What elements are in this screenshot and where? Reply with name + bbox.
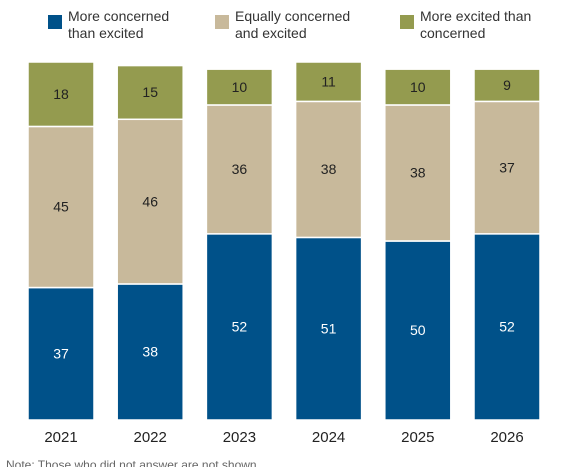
value-label: 38 [321, 161, 337, 177]
value-label: 37 [53, 345, 69, 361]
value-label: 45 [53, 199, 69, 215]
legend-item: More concerned than excited [48, 8, 188, 42]
bar-segment [384, 68, 452, 106]
value-label: 10 [410, 79, 426, 95]
bar-segment [294, 236, 363, 421]
bar-segment [116, 283, 184, 421]
legend-label: More concerned than excited [68, 8, 170, 41]
legend-item: Equally concerned and excited [215, 8, 375, 42]
value-label: 52 [232, 319, 248, 335]
value-label: 18 [53, 86, 69, 102]
x-tick-label: 2024 [312, 429, 345, 446]
bar-segment [384, 240, 452, 421]
value-label: 50 [410, 322, 426, 338]
x-tick-label: 2025 [401, 429, 434, 446]
value-label: 10 [232, 79, 248, 95]
value-label: 52 [499, 319, 515, 335]
bar-segment [116, 64, 184, 121]
bar-segment [116, 118, 184, 285]
x-tick-label: 2023 [223, 429, 256, 446]
bar-segment [205, 104, 274, 235]
bar-segment [294, 100, 363, 239]
note: Note: Those who did not answer are not s… [6, 458, 260, 467]
bar-segment [294, 61, 363, 103]
value-label: 38 [142, 344, 158, 360]
value-label: 36 [232, 161, 248, 177]
bar-segment [473, 68, 541, 103]
bar-segment [27, 61, 95, 128]
legend-item: More excited than concerned [400, 8, 550, 42]
bar-segment [27, 286, 95, 421]
value-label: 37 [499, 159, 515, 175]
bar-segment [205, 233, 274, 421]
legend-swatch [48, 15, 62, 29]
bar-segment [27, 125, 95, 289]
bar-segment [473, 100, 541, 235]
value-label: 38 [410, 165, 426, 181]
x-tick-label: 2021 [44, 429, 77, 446]
legend-swatch [400, 15, 414, 29]
x-tick-label: 2022 [134, 429, 167, 446]
value-label: 51 [321, 320, 337, 336]
legend-label: More excited than concerned [420, 8, 532, 41]
bar-segment [205, 68, 274, 106]
value-label: 46 [142, 193, 158, 209]
x-tick-label: 2026 [490, 429, 523, 446]
legend-swatch [215, 15, 229, 29]
value-label: 9 [503, 77, 511, 93]
value-label: 15 [142, 84, 158, 100]
legend-label: Equally concerned and excited [235, 8, 351, 41]
value-label: 11 [321, 73, 336, 89]
bar-segment [473, 233, 541, 421]
